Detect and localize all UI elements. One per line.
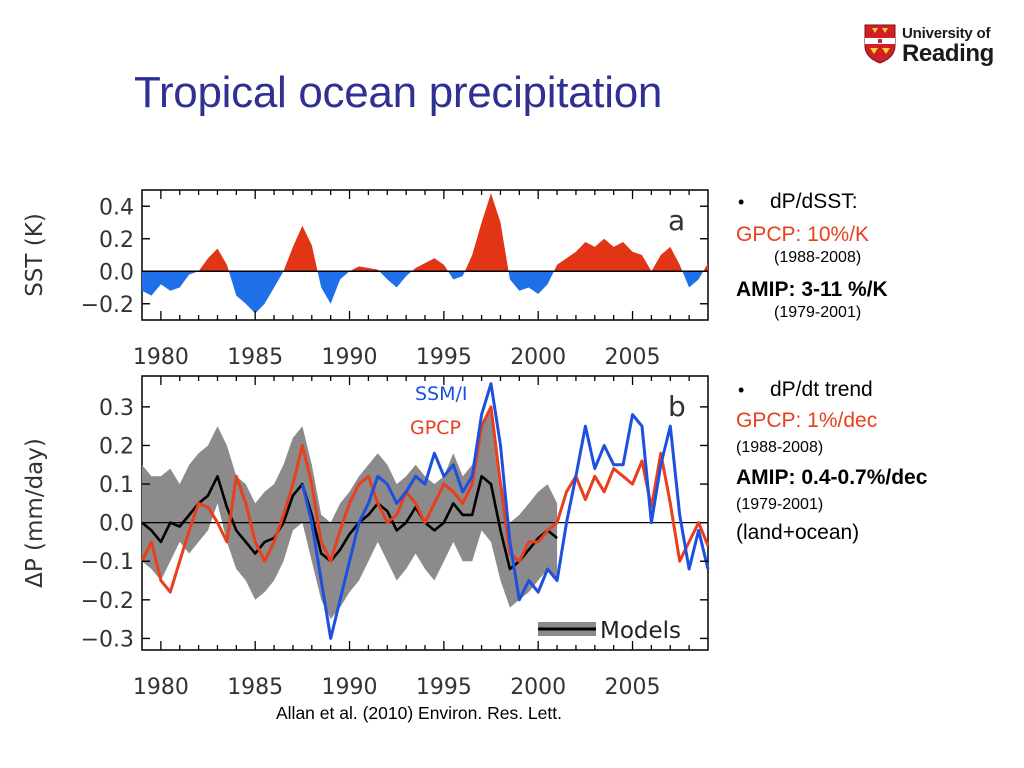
bullet-dot: • <box>738 192 745 212</box>
figure: 0.4 0.2 0.0 −0.2 1980 1985 1990 1995 2000 2005 SST… <box>0 170 720 705</box>
y-tick-label: −0.3 <box>81 627 134 652</box>
amip-trend-years: (1979-2001) <box>736 496 824 514</box>
y-tick-label: 0.2 <box>99 434 134 459</box>
y-tick-label: 0.0 <box>99 260 134 285</box>
amip-trend: AMIP: 0.4-0.7%/dec <box>736 466 928 490</box>
citation: Allan et al. (2010) Environ. Res. Lett. <box>276 703 562 723</box>
gpcp-sensitivity: GPCP: 10%/K <box>736 223 870 246</box>
page-title: Tropical ocean precipitation <box>134 68 663 117</box>
bullet-dp-dt: • dP/dt trend <box>736 378 1020 402</box>
logo-line1: University of <box>902 25 991 42</box>
x-tick-label: 1990 <box>322 345 378 370</box>
y-tick-label: −0.1 <box>81 550 134 575</box>
legend-models: Models <box>600 618 681 644</box>
gpcp-trend-years: (1988-2008) <box>736 439 824 457</box>
bullet-dot: • <box>738 380 745 401</box>
x-tick-label: 2000 <box>510 345 566 370</box>
x-tick-label: 1980 <box>133 675 189 700</box>
models-range-band <box>142 406 558 620</box>
panel-letter: b <box>668 390 686 423</box>
panel-a <box>141 189 709 321</box>
bullet-label: dP/dSST: <box>770 190 858 213</box>
x-tick-label: 1985 <box>227 675 283 700</box>
amip-sensitivity: AMIP: 3-11 %/K <box>736 278 888 302</box>
x-tick-label: 1995 <box>416 345 472 370</box>
legend-gpcp: GPCP <box>410 417 461 439</box>
y-tick-label: 0.1 <box>99 473 134 498</box>
land-ocean-note: (land+ocean) <box>736 521 860 545</box>
x-tick-label: 1995 <box>416 675 472 700</box>
panel-b <box>140 375 710 651</box>
y-tick-label: 0.2 <box>99 228 134 253</box>
amip-sensitivity-years: (1979-2001) <box>774 304 862 322</box>
precipitation-figure: 0.4 0.2 0.0 −0.2 1980 1985 1990 1995 2000 2005 SST… <box>22 189 710 700</box>
x-tick-label: 2005 <box>605 345 661 370</box>
bullet-dp-dsst: • dP/dSST: <box>736 190 1020 214</box>
y-axis-label: SST (K) <box>22 213 48 297</box>
gpcp-trend: GPCP: 1%/dec <box>736 409 878 433</box>
models-mean-line <box>141 475 558 571</box>
logo-line2: Reading <box>902 40 994 67</box>
x-tick-label: 2000 <box>510 675 566 700</box>
y-tick-label: 0.3 <box>99 396 134 421</box>
y-tick-label: −0.2 <box>81 293 134 318</box>
notes-panel: • dP/dSST: GPCP: 10%/K (1988-2008) AMIP:… <box>736 190 1020 546</box>
bullet-label: dP/dt trend <box>770 378 873 402</box>
legend-ssmi: SSM/I <box>415 383 468 405</box>
university-crest-icon <box>864 24 896 64</box>
x-tick-label: 1985 <box>227 345 283 370</box>
x-tick-label: 1990 <box>322 675 378 700</box>
sst-positive-area <box>142 193 708 272</box>
y-tick-label: 0.4 <box>99 195 134 220</box>
sst-negative-area <box>142 271 708 314</box>
y-tick-label: 0.0 <box>99 512 134 537</box>
ssmi-line <box>300 382 710 640</box>
panel-letter: a <box>668 204 685 237</box>
y-tick-label: −0.2 <box>81 589 134 614</box>
university-logo: University of Reading <box>864 24 1004 72</box>
gpcp-sensitivity-years: (1988-2008) <box>774 249 862 267</box>
y-axis-label: ΔP (mm/day) <box>22 438 48 588</box>
logo-wordmark: University of Reading <box>902 24 994 66</box>
gpcp-line <box>140 405 710 594</box>
x-tick-label: 1980 <box>133 345 189 370</box>
x-tick-label: 2005 <box>605 675 661 700</box>
